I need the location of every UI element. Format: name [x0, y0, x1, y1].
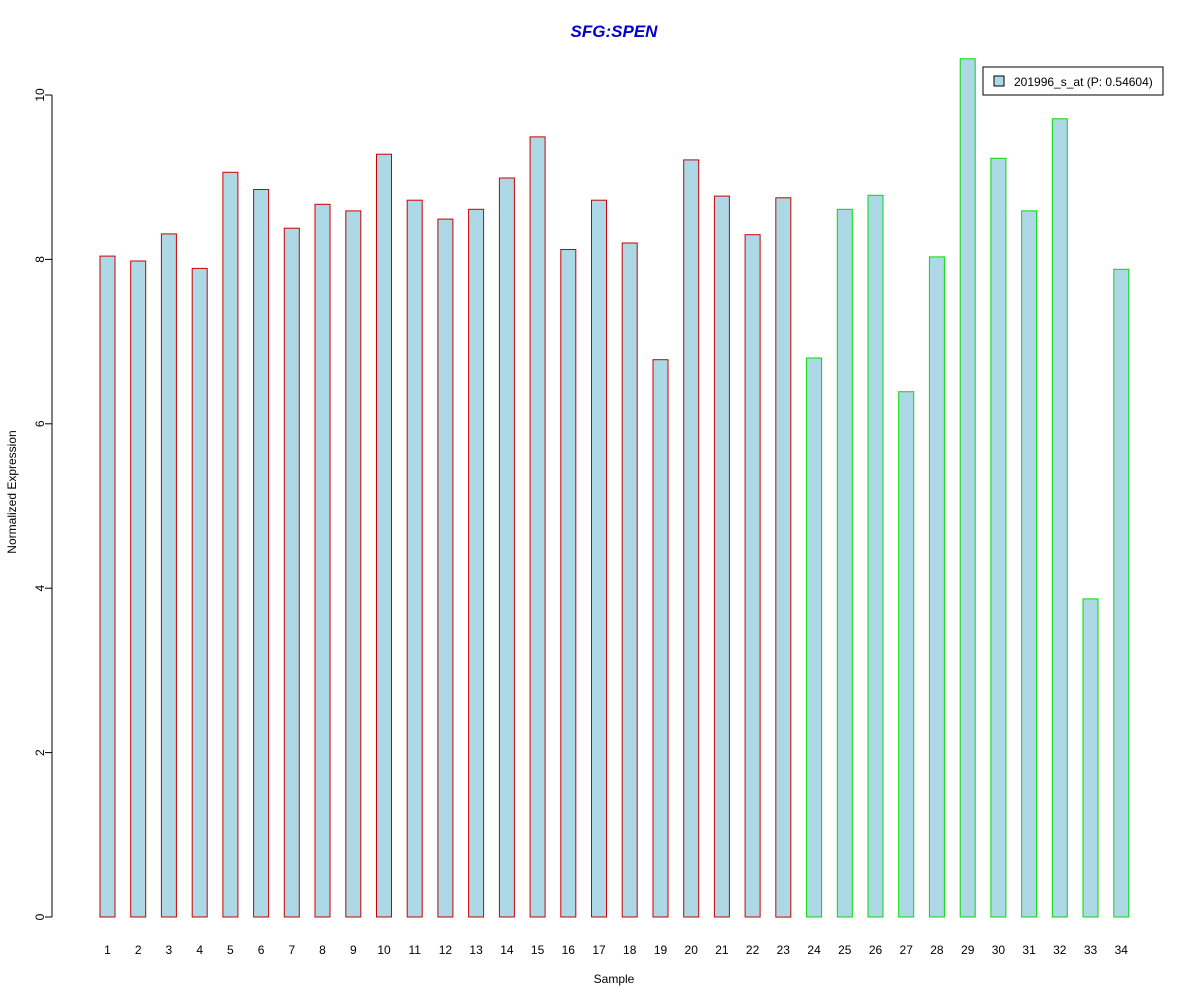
- bar-sample-12: [437, 218, 454, 918]
- y-tick-label: 8: [33, 256, 47, 263]
- bar-sample-11: [406, 199, 423, 918]
- x-tick-label: 9: [350, 943, 357, 957]
- bar-sample-7: [283, 227, 300, 918]
- x-tick-label: 3: [166, 943, 173, 957]
- x-tick-label: 7: [288, 943, 295, 957]
- x-tick-label: 31: [1022, 943, 1036, 957]
- bar-sample-10: [376, 153, 392, 918]
- bar-sample-21: [713, 195, 730, 918]
- x-tick-label: 22: [746, 943, 760, 957]
- x-tick-label: 23: [777, 943, 791, 957]
- x-tick-label: 24: [807, 943, 821, 957]
- bar-sample-31: [1021, 210, 1038, 918]
- x-tick-label: 2: [135, 943, 142, 957]
- x-tick-labels: 1 2 3 4 5 6 7 8 9 10 11 12 13 14 15 16 17 18 19 20 21 22 23 24 2…: [104, 943, 1128, 957]
- bar-sample-4: [191, 267, 208, 918]
- bar-sample-19: [652, 359, 669, 918]
- x-tick-label: 14: [500, 943, 514, 957]
- bar-sample-15: [529, 136, 546, 918]
- x-tick-label: 6: [258, 943, 265, 957]
- x-tick-label: 18: [623, 943, 637, 957]
- bar-sample-20: [683, 159, 700, 918]
- bar-sample-17: [591, 199, 607, 918]
- x-tick-label: 15: [531, 943, 545, 957]
- x-tick-label: 34: [1115, 943, 1129, 957]
- bar-sample-25: [836, 208, 853, 918]
- x-tick-label: 11: [408, 943, 421, 957]
- x-tick-label: 10: [377, 943, 391, 957]
- x-tick-label: 4: [196, 943, 203, 957]
- x-tick-label: 21: [715, 943, 729, 957]
- x-tick-label: 13: [469, 943, 483, 957]
- legend: 201996_s_at (P: 0.54604): [982, 66, 1164, 96]
- bar-sample-1: [99, 255, 116, 918]
- x-tick-label: 19: [654, 943, 668, 957]
- legend-swatch: [993, 75, 1005, 87]
- bar-sample-18: [621, 242, 638, 918]
- x-tick-label: 1: [104, 943, 111, 957]
- y-tick-label: 0: [33, 913, 47, 920]
- bar-sample-13: [468, 208, 485, 918]
- y-axis-label: Normalized Expression: [5, 430, 19, 553]
- y-tick-label: 6: [33, 420, 47, 427]
- bar-sample-30: [990, 157, 1007, 918]
- legend-series-label: 201996_s_at (P: 0.54604): [1014, 75, 1153, 89]
- x-tick-label: 32: [1053, 943, 1067, 957]
- x-tick-label: 30: [992, 943, 1006, 957]
- x-tick-label: 25: [838, 943, 852, 957]
- y-tick-label: 2: [33, 749, 47, 756]
- x-tick-label: 26: [869, 943, 883, 957]
- x-tick-label: 33: [1084, 943, 1098, 957]
- x-tick-label: 28: [930, 943, 944, 957]
- bar-sample-26: [867, 194, 884, 918]
- x-tick-label: 29: [961, 943, 975, 957]
- bar-sample-24: [806, 357, 823, 918]
- x-tick-label: 12: [439, 943, 453, 957]
- x-tick-label: 16: [562, 943, 576, 957]
- bar-sample-23: [775, 197, 792, 918]
- chart-title: SFG:SPEN: [571, 22, 659, 41]
- bar-sample-28: [928, 256, 945, 918]
- bar-sample-9: [345, 210, 362, 918]
- x-axis-label: Sample: [594, 972, 635, 986]
- bar-sample-3: [160, 233, 177, 918]
- legend-box: [982, 66, 1164, 96]
- bar-sample-22: [744, 234, 761, 918]
- bar-sample-14: [498, 177, 515, 918]
- y-axis: 0 2 4 6 8 10: [33, 88, 53, 920]
- bar-sample-5: [222, 171, 239, 918]
- bar-sample-27: [898, 391, 915, 918]
- x-tick-label: 17: [592, 943, 606, 957]
- bar-sample-32: [1051, 118, 1068, 918]
- x-tick-label: 8: [319, 943, 326, 957]
- bar-sample-8: [314, 203, 331, 918]
- bar-sample-6: [253, 189, 270, 918]
- bar-sample-16: [560, 249, 577, 918]
- bar-sample-2: [130, 260, 147, 918]
- x-tick-label: 27: [900, 943, 914, 957]
- bar-sample-33: [1082, 598, 1099, 918]
- bar-sample-34: [1113, 268, 1130, 918]
- x-tick-label: 20: [685, 943, 699, 957]
- bars: [99, 58, 1130, 918]
- x-tick-label: 5: [227, 943, 234, 957]
- y-tick-label: 10: [33, 88, 47, 102]
- y-tick-label: 4: [33, 585, 47, 592]
- bar-sample-29: [959, 58, 976, 918]
